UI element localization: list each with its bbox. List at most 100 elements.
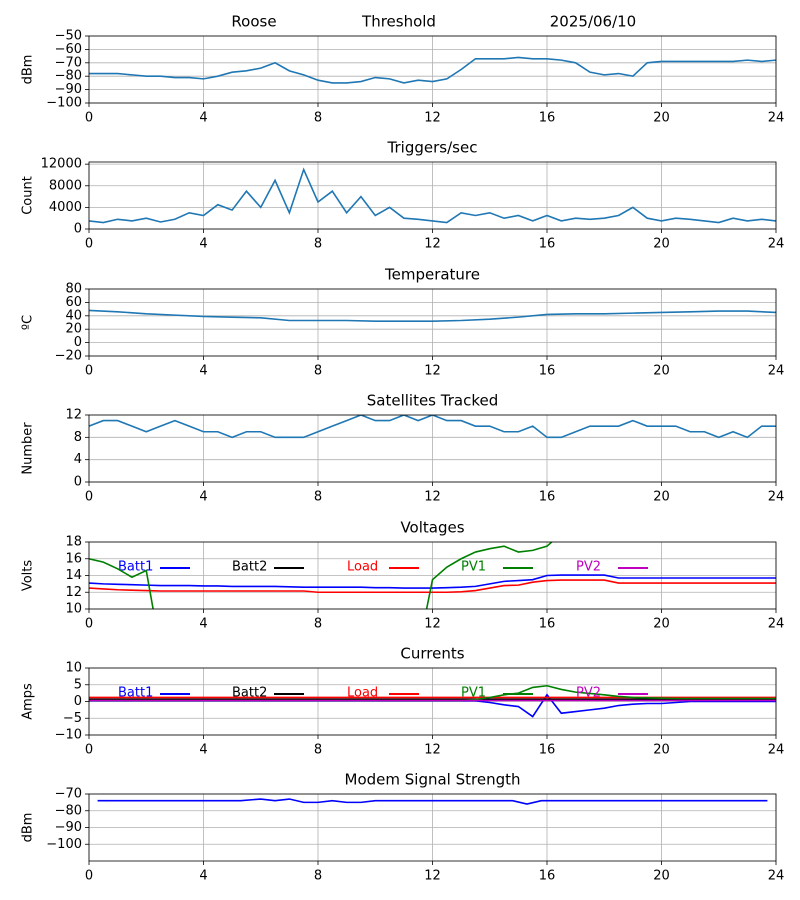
y-tick-label: −70 — [55, 55, 82, 70]
x-tick-label: 0 — [85, 617, 93, 632]
x-tick-label: 0 — [85, 490, 93, 505]
x-tick-label: 8 — [314, 237, 322, 252]
x-tick-label: 20 — [653, 237, 670, 252]
x-tick-label: 8 — [314, 743, 322, 758]
x-tick-label: 24 — [768, 237, 785, 252]
x-tick-label: 16 — [539, 743, 556, 758]
plot-frame — [88, 541, 777, 610]
x-tick-label: 4 — [199, 743, 207, 758]
y-axis-label: dBm — [21, 813, 36, 843]
chart-title: Threshold — [361, 13, 436, 31]
y-tick-label: −90 — [55, 82, 82, 97]
x-tick-label: 0 — [85, 237, 93, 252]
y-tick-label: 0 — [74, 475, 82, 490]
y-tick-label: −5 — [63, 711, 82, 726]
y-tick-label: 40 — [65, 308, 82, 323]
x-tick-label: 0 — [85, 869, 93, 884]
x-tick-label: 24 — [768, 617, 785, 632]
x-tick-label: 20 — [653, 743, 670, 758]
x-tick-label: 12 — [424, 237, 441, 252]
legend-label: Load — [347, 686, 378, 701]
y-tick-label: 10 — [65, 661, 82, 676]
legend-label: PV1 — [461, 560, 486, 575]
x-tick-label: 16 — [539, 111, 556, 126]
y-tick-label: 12 — [65, 585, 82, 600]
legend-label: PV2 — [576, 686, 601, 701]
y-tick-label: 4000 — [49, 200, 82, 215]
plot-frame — [88, 288, 777, 357]
plot-frame — [88, 667, 777, 736]
plot-frame — [88, 35, 777, 104]
x-tick-label: 20 — [653, 364, 670, 379]
x-tick-label: 4 — [199, 490, 207, 505]
chart-title: Temperature — [384, 266, 480, 284]
x-tick-label: 4 — [199, 237, 207, 252]
y-axis-label: ºC — [21, 315, 36, 330]
legend-label: Load — [347, 560, 378, 575]
x-tick-label: 24 — [768, 111, 785, 126]
y-tick-label: −80 — [55, 69, 82, 84]
series-line — [89, 309, 776, 322]
x-tick-label: 8 — [314, 364, 322, 379]
y-tick-label: 0 — [74, 694, 82, 709]
y-axis-label: Volts — [21, 560, 36, 592]
y-tick-label: −90 — [55, 820, 82, 835]
x-tick-label: 8 — [314, 869, 322, 884]
y-tick-label: 4 — [74, 452, 82, 467]
y-tick-label: −10 — [55, 728, 82, 743]
y-tick-label: 0 — [74, 222, 82, 237]
x-tick-label: 4 — [199, 617, 207, 632]
series-line — [89, 542, 553, 609]
x-tick-label: 12 — [424, 111, 441, 126]
x-tick-label: 12 — [424, 490, 441, 505]
x-tick-label: 4 — [199, 869, 207, 884]
legend-label: PV1 — [461, 686, 486, 701]
y-tick-label: 8 — [74, 430, 82, 445]
x-tick-label: 0 — [85, 743, 93, 758]
series-line — [89, 56, 776, 84]
plot-frame — [88, 161, 777, 230]
x-tick-label: 16 — [539, 364, 556, 379]
x-tick-label: 4 — [199, 364, 207, 379]
x-tick-label: 16 — [539, 869, 556, 884]
chart-title: Modem Signal Strength — [345, 771, 521, 789]
x-tick-label: 16 — [539, 237, 556, 252]
x-tick-label: 8 — [314, 111, 322, 126]
y-tick-label: −100 — [46, 96, 82, 111]
y-axis-label: Count — [21, 176, 36, 215]
y-tick-label: 0 — [74, 335, 82, 350]
y-tick-label: −100 — [46, 837, 82, 852]
legend-label: PV2 — [576, 560, 601, 575]
chart-title: Currents — [400, 645, 464, 663]
y-tick-label: −60 — [55, 42, 82, 57]
y-tick-label: 20 — [65, 322, 82, 337]
y-tick-label: 14 — [65, 568, 82, 583]
x-tick-label: 8 — [314, 490, 322, 505]
x-tick-label: 16 — [539, 617, 556, 632]
y-axis-label: Amps — [21, 683, 36, 720]
date-label: 2025/06/10 — [550, 13, 636, 31]
y-tick-label: 8000 — [49, 178, 82, 193]
series-line — [89, 415, 776, 439]
y-tick-label: 12 — [65, 408, 82, 423]
chart-title: Voltages — [400, 519, 464, 537]
x-tick-label: 20 — [653, 490, 670, 505]
y-tick-label: 12000 — [41, 157, 82, 172]
y-tick-label: 10 — [65, 602, 82, 617]
x-tick-label: 12 — [424, 743, 441, 758]
x-tick-label: 8 — [314, 617, 322, 632]
chart-title: Satellites Tracked — [367, 392, 498, 410]
series-line — [89, 167, 776, 224]
x-tick-label: 0 — [85, 111, 93, 126]
y-tick-label: −70 — [55, 787, 82, 802]
x-tick-label: 12 — [424, 617, 441, 632]
series-line — [97, 798, 768, 805]
x-tick-label: 24 — [768, 743, 785, 758]
x-tick-label: 20 — [653, 869, 670, 884]
plot-frame — [88, 793, 777, 862]
x-tick-label: 24 — [768, 364, 785, 379]
legend-label: Batt2 — [232, 560, 267, 575]
chart-title: Triggers/sec — [387, 139, 478, 157]
plot-frame — [88, 414, 777, 483]
